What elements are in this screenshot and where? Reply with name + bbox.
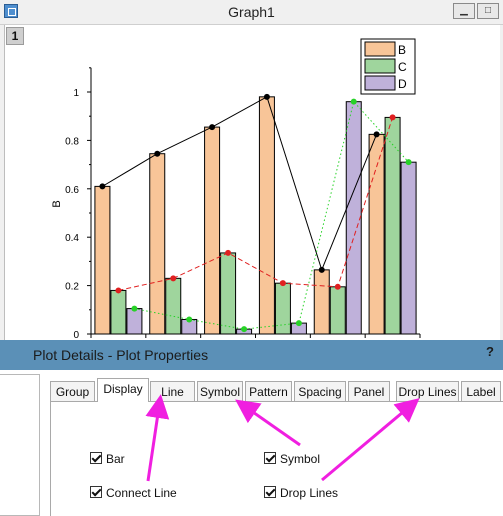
symbol-D-3 xyxy=(241,326,248,333)
bar-C-2 xyxy=(165,277,182,335)
plot-details-dialog: Plot Details - Plot Properties ? Group D… xyxy=(0,340,503,516)
graph-window-icon[interactable] xyxy=(4,4,18,18)
symbol-D-4 xyxy=(295,320,302,327)
y-tick-label: 1 xyxy=(73,88,79,99)
symbol-B-4 xyxy=(263,93,270,100)
tab-group[interactable]: Group xyxy=(50,381,95,401)
legend-swatch-C xyxy=(364,58,396,74)
bar-D-5 xyxy=(345,101,362,335)
symbol-B-3 xyxy=(209,124,216,131)
bar-D-6 xyxy=(400,161,417,335)
dialog-titlebar[interactable]: Plot Details - Plot Properties ? xyxy=(0,340,503,370)
bar-C-5 xyxy=(329,286,346,335)
y-tick-label: 0.8 xyxy=(65,136,79,147)
connect-line-checkbox-label: Connect Line xyxy=(106,486,177,500)
graph-window: Graph1 ▁ □ 1 0 0.2 0.4 0.6 0.8 1 B B C D xyxy=(0,0,503,340)
bar-B-5 xyxy=(313,269,330,335)
tab-divider xyxy=(50,401,503,402)
bar-B-3 xyxy=(204,126,221,335)
graph-page[interactable] xyxy=(4,25,500,340)
symbol-checkbox-label: Symbol xyxy=(280,452,321,466)
y-axis-title: B xyxy=(51,200,63,207)
legend-label-D: D xyxy=(398,77,407,91)
tab-display[interactable]: Display xyxy=(97,378,149,402)
window-title: Graph1 xyxy=(228,4,275,20)
symbol-C-3 xyxy=(225,249,232,256)
connect-line-checkbox[interactable]: Connect Line xyxy=(90,485,177,501)
legend-label-B: B xyxy=(398,43,406,57)
symbol-D-5 xyxy=(350,98,357,105)
minimize-button[interactable]: ▁ xyxy=(453,3,475,19)
dialog-title: Plot Details - Plot Properties xyxy=(33,347,209,363)
bar-B-6 xyxy=(368,133,385,335)
connect-line-D xyxy=(134,100,409,330)
connect-line-C xyxy=(118,117,394,291)
legend-swatch-D xyxy=(364,75,396,91)
symbol-C-6 xyxy=(389,114,396,121)
symbol-B-6 xyxy=(373,131,380,138)
symbol-B-5 xyxy=(318,266,325,273)
bar-D-1 xyxy=(126,308,143,335)
y-tick-label: 0.2 xyxy=(65,282,79,293)
symbol-D-2 xyxy=(186,316,193,323)
bar-checkbox-box[interactable] xyxy=(90,452,102,464)
drop-lines-checkbox-label: Drop Lines xyxy=(280,486,339,500)
symbol-B-1 xyxy=(99,183,106,190)
tab-drop-lines[interactable]: Drop Lines xyxy=(396,381,459,401)
drop-lines-checkbox-box[interactable] xyxy=(264,486,276,498)
tab-line[interactable]: Line xyxy=(150,381,195,401)
bar-checkbox-label: Bar xyxy=(106,452,125,466)
tab-spacing[interactable]: Spacing xyxy=(294,381,346,401)
symbol-C-1 xyxy=(115,287,122,294)
symbol-B-2 xyxy=(154,150,161,157)
bar-C-1 xyxy=(110,289,127,335)
maximize-button[interactable]: □ xyxy=(477,3,499,19)
tab-pattern[interactable]: Pattern xyxy=(245,381,292,401)
layer-tab[interactable]: 1 xyxy=(6,27,24,45)
y-tick-label: 0.6 xyxy=(65,185,79,196)
bar-C-3 xyxy=(220,252,237,335)
bar-B-4 xyxy=(258,96,275,335)
connect-line-B xyxy=(102,96,378,272)
bar-B-1 xyxy=(94,185,111,335)
connect-line-checkbox-box[interactable] xyxy=(90,486,102,498)
y-tick-label: 0 xyxy=(73,330,79,340)
tab-symbol[interactable]: Symbol xyxy=(197,381,243,401)
bar-checkbox[interactable]: Bar xyxy=(90,451,125,467)
bar-C-4 xyxy=(274,282,291,335)
legend-swatch-B xyxy=(364,41,396,57)
symbol-D-1 xyxy=(131,305,138,312)
symbol-C-2 xyxy=(170,275,177,282)
legend-label-C: C xyxy=(398,60,407,74)
help-button[interactable]: ? xyxy=(486,344,494,359)
symbol-D-6 xyxy=(405,159,412,166)
tab-panel[interactable]: Panel xyxy=(348,381,390,401)
tab-strip: Group Display Line Symbol Pattern Spacin… xyxy=(50,378,503,402)
symbol-checkbox-box[interactable] xyxy=(264,452,276,464)
plot-tree-panel[interactable] xyxy=(0,374,40,516)
drop-lines-checkbox[interactable]: Drop Lines xyxy=(264,485,338,501)
tab-label[interactable]: Label xyxy=(461,381,501,401)
symbol-C-5 xyxy=(334,283,341,290)
graph-titlebar[interactable]: Graph1 ▁ □ xyxy=(0,0,503,25)
symbol-C-4 xyxy=(279,280,286,287)
y-tick-label: 0.4 xyxy=(65,233,79,244)
bar-B-2 xyxy=(149,153,166,335)
symbol-checkbox[interactable]: Symbol xyxy=(264,451,320,467)
